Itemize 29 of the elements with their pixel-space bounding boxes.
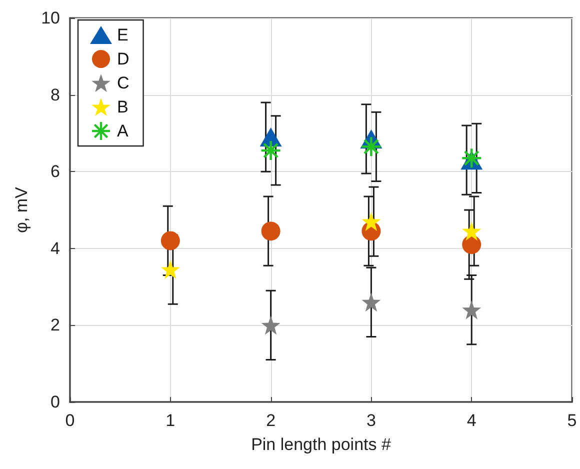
point [261, 222, 280, 241]
x-tick-label: 1 [166, 411, 176, 430]
y-tick-label: 8 [50, 85, 60, 104]
y-axis-title: φ, mV [12, 186, 32, 233]
x-axis-title: Pin length points # [251, 435, 392, 454]
point [362, 292, 381, 312]
legend-label: E [117, 26, 128, 44]
x-tick-label: 3 [366, 411, 376, 430]
x-tick-label: 4 [466, 411, 476, 430]
y-tick-label: 4 [50, 238, 60, 258]
y-tick-label: 10 [41, 8, 60, 28]
point [261, 140, 280, 160]
point [362, 137, 381, 156]
legend-label: D [117, 50, 130, 68]
point [160, 260, 180, 280]
legend-label: C [117, 74, 130, 92]
point [462, 300, 482, 320]
point [462, 222, 482, 241]
x-tick-label: 5 [567, 411, 577, 430]
legend-label: A [117, 122, 129, 140]
y-tick-label: 6 [50, 162, 60, 182]
point [362, 212, 381, 232]
point [160, 231, 180, 250]
y-tick-label: 2 [50, 316, 60, 335]
x-tick-label: 2 [266, 411, 276, 430]
y-tick-label: 0 [50, 392, 60, 412]
x-tick-label: 0 [65, 411, 75, 430]
point [261, 316, 280, 335]
legend-label: B [117, 98, 128, 116]
